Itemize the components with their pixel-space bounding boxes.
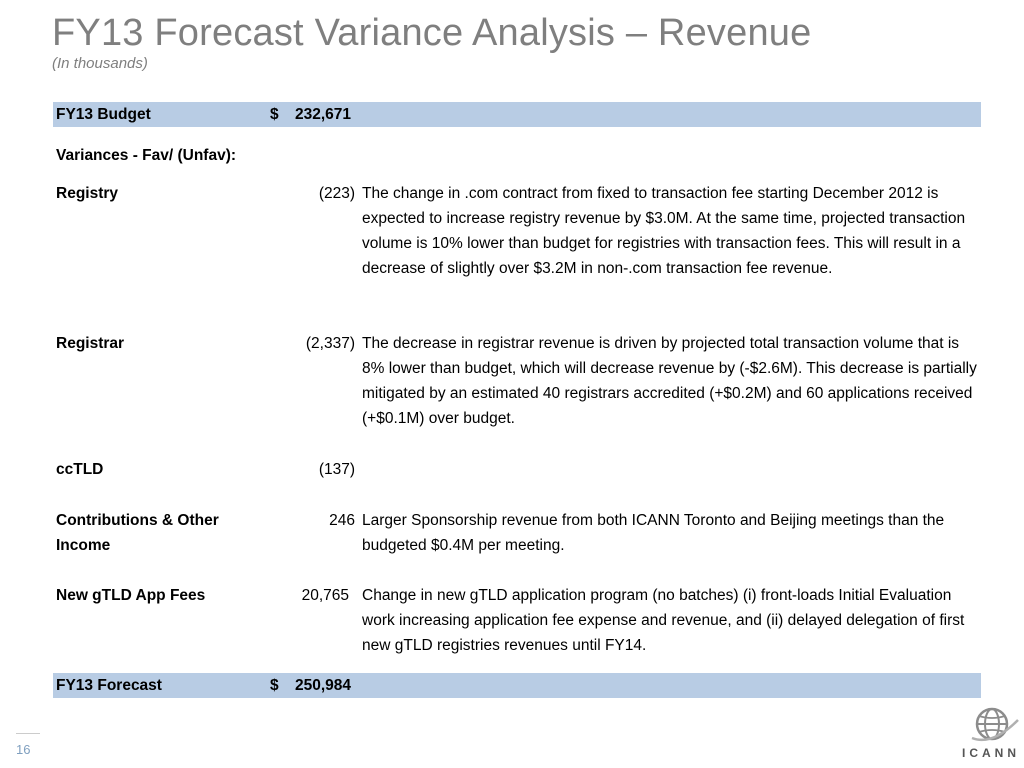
variances-heading: Variances - Fav/ (Unfav): <box>56 147 237 164</box>
forecast-row: FY13 Forecast $ 250,984 <box>53 673 981 698</box>
variances-heading-row: Variances - Fav/ (Unfav): <box>53 143 981 168</box>
forecast-amount: 250,984 <box>294 677 351 694</box>
page-number: 16 <box>16 742 31 757</box>
icann-globe-logo-icon <box>971 707 1019 742</box>
row-label: Registry <box>56 185 119 202</box>
row-label: Contributions & Other Income <box>56 512 219 554</box>
variance-row-registrar: Registrar (2,337) The decrease in regist… <box>53 331 981 431</box>
footer-divider <box>16 733 40 734</box>
row-amount: (137) <box>318 461 355 478</box>
variance-row-registry: Registry (223) The change in .com contra… <box>53 181 981 306</box>
forecast-currency: $ <box>270 677 279 694</box>
page-title: FY13 Forecast Variance Analysis – Revenu… <box>52 12 812 54</box>
row-description: Larger Sponsorship revenue from both ICA… <box>362 512 945 554</box>
logo-text: ICANN <box>962 746 1020 760</box>
forecast-label: FY13 Forecast <box>56 677 162 694</box>
row-amount: (2,337) <box>305 335 355 352</box>
row-label: New gTLD App Fees <box>56 587 206 604</box>
row-amount: 20,765 <box>301 587 349 604</box>
row-label: ccTLD <box>56 461 104 478</box>
row-description: The decrease in registrar revenue is dri… <box>362 335 977 427</box>
row-label: Registrar <box>56 335 125 352</box>
row-amount: 246 <box>329 512 355 529</box>
variance-row-contributions: Contributions & Other Income 246 Larger … <box>53 508 981 558</box>
row-description: The change in .com contract from fixed t… <box>362 185 966 277</box>
variance-row-new-gtld: New gTLD App Fees 20,765 Change in new g… <box>53 583 981 658</box>
budget-currency: $ <box>270 106 279 123</box>
row-description: Change in new gTLD application program (… <box>362 587 965 654</box>
budget-row: FY13 Budget $ 232,671 <box>53 102 981 127</box>
budget-label: FY13 Budget <box>56 106 151 123</box>
budget-amount: 232,671 <box>294 106 351 123</box>
variance-row-cctld: ccTLD (137) <box>53 457 981 482</box>
row-amount: (223) <box>318 185 355 202</box>
page-subtitle: (In thousands) <box>52 55 148 72</box>
